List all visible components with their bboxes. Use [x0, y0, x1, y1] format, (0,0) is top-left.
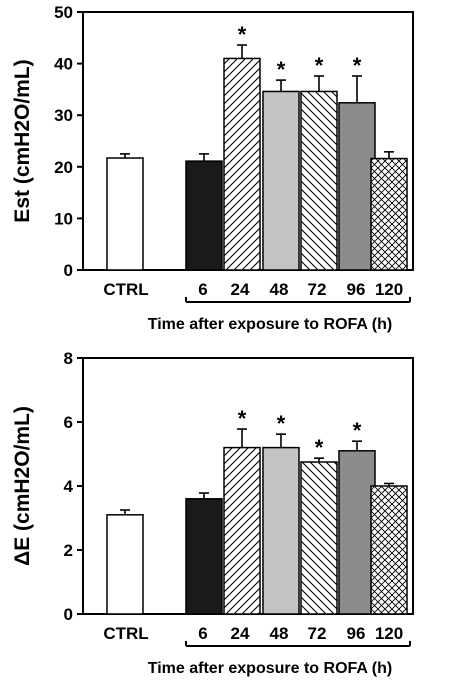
y-axis-label: ΔE (cmH2O/mL) [11, 406, 34, 566]
y-tick-label: 20 [54, 158, 73, 177]
est-panel: 0 10 20 30 40 50 Est (cmH2O/mL) * * * * CTRL 6 24 48 72… [11, 3, 414, 333]
significance-star: * [238, 406, 247, 431]
y-tick-label: 30 [54, 106, 73, 125]
y-tick-label: 2 [64, 541, 73, 560]
x-tick-label: 48 [270, 280, 289, 299]
bar-24 [223, 57, 261, 271]
x-axis-label: Time after exposure to ROFA (h) [148, 316, 392, 333]
y-tick-label: 4 [64, 477, 74, 496]
y-tick-label: 0 [64, 261, 73, 280]
x-tick-label: 24 [231, 624, 250, 643]
x-tick-label: CTRL [103, 280, 148, 299]
y-tick-label: 10 [54, 209, 73, 228]
x-tick-label: 6 [198, 624, 207, 643]
bar-48 [262, 90, 300, 271]
y-tick-label: 8 [64, 349, 73, 368]
y-axis-label: Est (cmH2O/mL) [11, 59, 34, 222]
bar-6 [185, 498, 223, 615]
bar-120 [370, 157, 408, 271]
x-tick-label: 120 [375, 624, 403, 643]
x-tick-label: 96 [347, 624, 366, 643]
x-tick-label: CTRL [103, 624, 148, 643]
y-tick-label: 40 [54, 55, 73, 74]
x-tick-label: 72 [308, 280, 327, 299]
bar-120 [370, 485, 408, 615]
x-tick-label: 72 [308, 624, 327, 643]
significance-star: * [315, 53, 324, 78]
y-tick-label: 0 [64, 605, 73, 624]
bar-96 [338, 102, 376, 271]
significance-star: * [277, 57, 286, 82]
x-tick-label: 48 [270, 624, 289, 643]
x-axis-label: Time after exposure to ROFA (h) [148, 660, 392, 677]
bar-24 [223, 446, 261, 615]
significance-star: * [238, 22, 247, 47]
bar-CTRL [106, 157, 144, 271]
significance-star: * [277, 411, 286, 436]
bar-6 [185, 160, 223, 271]
bar-48 [262, 446, 300, 615]
y-tick-label: 6 [64, 413, 73, 432]
significance-star: * [353, 418, 362, 443]
bar-72 [300, 90, 338, 271]
bar-96 [338, 450, 376, 615]
bar-72 [300, 461, 338, 615]
significance-star: * [315, 435, 324, 460]
significance-star: * [353, 53, 362, 78]
bar-CTRL [106, 514, 144, 615]
x-tick-label: 24 [231, 280, 250, 299]
x-tick-label: 96 [347, 280, 366, 299]
x-tick-label: 120 [375, 280, 403, 299]
y-tick-label: 50 [54, 3, 73, 22]
x-tick-label: 6 [198, 280, 207, 299]
